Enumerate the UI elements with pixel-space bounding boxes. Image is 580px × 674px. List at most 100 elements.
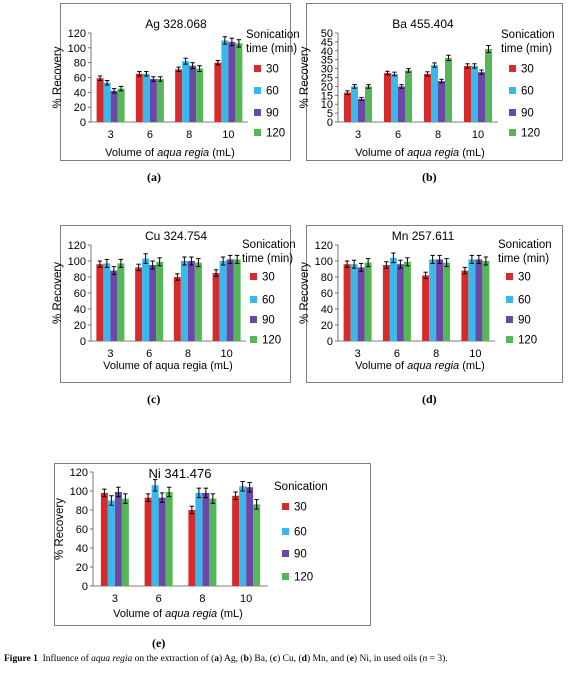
chart5-legend-title-0: Sonication	[274, 481, 328, 493]
chart4-xlabel-part-0: Volume of	[355, 360, 407, 372]
chart3-ytick-label-5: 100	[68, 256, 86, 268]
chart1-xtick-label-3: 3	[108, 129, 114, 141]
chart2-ytick-label-5: 25	[321, 73, 333, 85]
chart3-xtick-label-8: 8	[185, 348, 191, 360]
chart1-bar-60-3	[103, 82, 111, 122]
chart2-title: Ba 455.404	[392, 17, 454, 31]
chart5-ytick-label-4: 80	[76, 505, 88, 517]
chart4-bar-60-8	[429, 259, 437, 341]
chart1-ytick-label-3: 60	[74, 73, 86, 85]
chart3-bar-90-6	[149, 265, 157, 341]
chart3-xlabel-part-0: Volume of aqua regia (mL)	[103, 360, 233, 372]
chart5-ytick-label-0: 0	[82, 581, 88, 593]
chart5-ytick-label-1: 20	[76, 562, 88, 574]
chart2-bar-60-10	[471, 65, 478, 122]
chart1-legend-label-90: 90	[266, 108, 279, 120]
chart1-bar-90-3	[110, 90, 118, 122]
caption-letter-c: c	[272, 654, 278, 664]
chart3-bar-120-3	[117, 263, 125, 341]
chart1-bar-90-8	[189, 65, 197, 122]
chart4-ytick-label-4: 80	[321, 272, 333, 284]
chart2-bar-30-10	[464, 65, 471, 122]
chart5-ytick-label-2: 40	[76, 543, 88, 555]
chart4-xtick-label-3: 3	[355, 348, 361, 360]
chart2-xtick-label-10: 10	[472, 129, 484, 141]
chart3-bar-90-10	[226, 259, 234, 341]
chart5-bar-30-8	[188, 510, 196, 586]
chart1-xlabel-part-2: (mL)	[209, 147, 235, 159]
chart3-ytick-label-1: 20	[74, 320, 86, 332]
chart1-ytick-label-0: 0	[80, 117, 86, 129]
chart4-bar-90-10	[475, 259, 483, 341]
chart5-legend-swatch-120	[282, 573, 289, 580]
chart3-bar-30-3	[96, 264, 104, 341]
chart1-bar-120-10	[235, 43, 243, 123]
chart1-bar-90-6	[149, 78, 157, 122]
chart1-bar-30-6	[135, 73, 143, 122]
chart1-legend-label-60: 60	[266, 86, 279, 98]
chart4-bar-120-3	[364, 262, 372, 341]
chart5-bar-30-10	[232, 495, 240, 586]
chart3-legend-swatch-120	[250, 336, 257, 343]
chart3-ytick-label-0: 0	[80, 336, 86, 348]
chart1-ylabel: % Recovery	[52, 46, 64, 108]
chart1-xlabel-part-1: aqua regia	[157, 147, 209, 159]
chart2-ytick-label-2: 10	[321, 99, 333, 111]
chart5-xlabel-part-0: Volume of	[113, 608, 165, 620]
chart5-legend-label-120: 120	[294, 572, 313, 584]
chart2-legend-title-1: time (min)	[501, 43, 552, 55]
chart4-legend-label-90: 90	[518, 315, 531, 327]
chart5-xtick-label-6: 6	[156, 593, 162, 605]
chart5-ylabel: % Recovery	[54, 498, 66, 560]
chart3-legend-swatch-30	[250, 273, 257, 280]
chart1-legend-title-1: time (min)	[246, 43, 297, 55]
chart2-bar-60-8	[431, 65, 438, 122]
chart3-legend-title-1: time (min)	[242, 253, 293, 265]
chart1-ytick-label-2: 40	[74, 87, 86, 99]
chart2-bar-90-6	[398, 86, 405, 122]
chart4-xtick-label-8: 8	[433, 348, 439, 360]
chart1-legend-swatch-90	[254, 109, 261, 116]
chart2-bar-120-6	[405, 70, 412, 122]
chart2-xtick-label-8: 8	[435, 129, 441, 141]
chart1-legend-label-120: 120	[266, 128, 285, 140]
chart2-ytick-label-6: 30	[321, 64, 333, 76]
chart4-bar-60-6	[389, 257, 397, 341]
chart2-legend-label-120: 120	[521, 128, 540, 140]
chart1-bar-90-10	[228, 41, 236, 122]
chart1-bar-120-6	[156, 78, 164, 122]
caption-text-1: Influence of	[42, 654, 92, 664]
chart4-xlabel: Volume of aqua regia (mL)	[355, 360, 485, 372]
caption-letter-e: e	[349, 654, 354, 664]
chart2-bar-30-6	[384, 73, 391, 122]
chart2-xlabel-part-0: Volume of	[355, 147, 407, 159]
chart4-ytick-label-0: 0	[327, 336, 333, 348]
caption-letter-b: b	[243, 654, 249, 664]
panel-label-b: (b)	[422, 170, 437, 184]
chart1-xlabel-part-0: Volume of	[105, 147, 157, 159]
chart1-xtick-label-6: 6	[147, 129, 153, 141]
chart2-bar-30-3	[344, 92, 351, 122]
chart1-xtick-label-8: 8	[186, 129, 192, 141]
caption-text-6: ) Mn, and (	[306, 654, 350, 664]
chart3-legend-label-120: 120	[262, 335, 281, 347]
chart1-bar-60-6	[142, 73, 150, 122]
chart3-bar-120-8	[194, 262, 202, 341]
chart4-legend-title-0: Sonication	[498, 239, 552, 251]
chart3-ytick-label-2: 40	[74, 304, 86, 316]
chart1-xlabel: Volume of aqua regia (mL)	[105, 147, 235, 159]
caption-text-8: = 3).	[427, 654, 448, 664]
chart1-bar-30-8	[175, 69, 183, 122]
chart1-legend-label-30: 30	[266, 64, 279, 76]
chart2-xtick-label-6: 6	[395, 129, 401, 141]
panel-label-e: (e)	[152, 636, 166, 650]
chart1-bar-60-8	[182, 61, 190, 122]
chart3-legend-swatch-90	[250, 316, 257, 323]
panel-label-a: (a)	[147, 170, 161, 184]
chart2-legend-swatch-60	[509, 87, 516, 94]
chart5-bar-120-10	[253, 504, 261, 586]
caption-text-4: ) Ba, (	[248, 654, 273, 664]
chart1-ytick-label-1: 20	[74, 102, 86, 114]
chart1-legend-swatch-60	[254, 87, 261, 94]
chart5-bar-120-6	[165, 491, 173, 586]
